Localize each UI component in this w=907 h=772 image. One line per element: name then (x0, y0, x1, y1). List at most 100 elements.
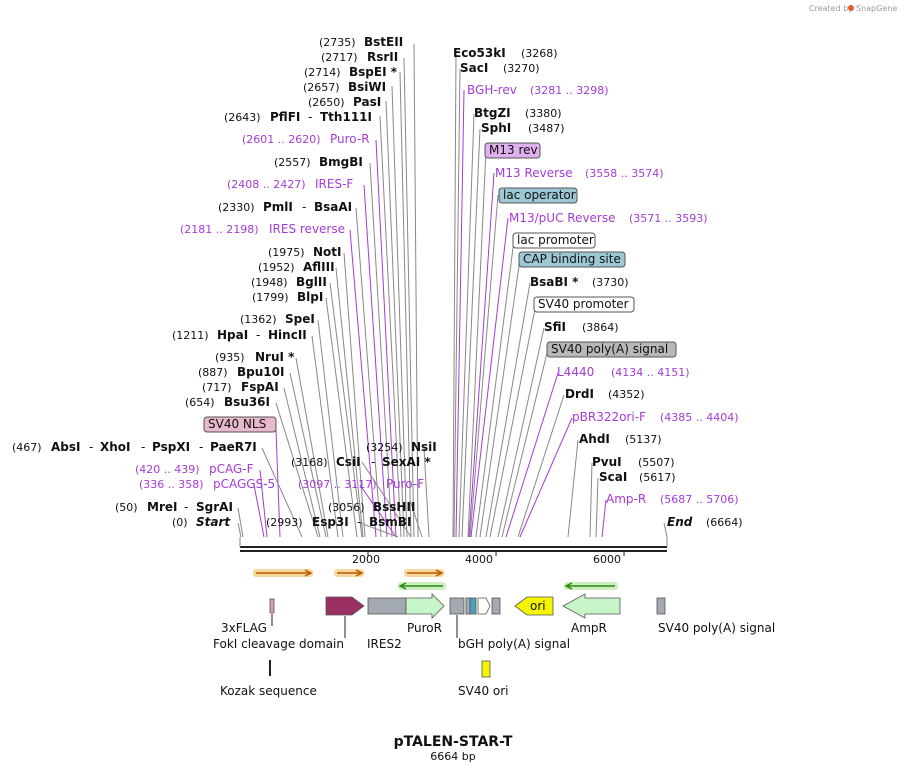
svg-text:PasI: PasI (353, 95, 381, 109)
site-bssHII: (3056) BssHII (328, 500, 415, 514)
site-blpI: (1799) BlpI (252, 290, 323, 304)
svg-text:Tth111I: Tth111I (320, 110, 372, 124)
feature-box-sv40-nls: SV40 NLS (203, 416, 277, 433)
leader-line (470, 217, 509, 538)
site-btgZI: BtgZI (3380) (474, 106, 562, 120)
feature-sv40-polya-small (491, 597, 501, 615)
svg-text:AbsI: AbsI (51, 440, 80, 454)
svg-text:(336 .. 358): (336 .. 358) (139, 478, 204, 491)
svg-text:MreI: MreI (147, 500, 177, 514)
site-pvuI: PvuI (5507) (592, 455, 675, 469)
svg-text:M13/pUC Reverse: M13/pUC Reverse (509, 211, 616, 225)
leader-line (461, 128, 481, 538)
site-rsrII: (2717) RsrII (321, 50, 398, 64)
leader-line (589, 462, 593, 538)
svg-text:(2557): (2557) (274, 156, 311, 169)
primer-arrow-right (334, 569, 364, 577)
site-end: End (6664) (667, 515, 743, 529)
svg-text:-: - (357, 515, 361, 529)
svg-text:-: - (308, 110, 312, 124)
site-hpaI: (1211) HpaI - HincII (172, 328, 307, 342)
svg-text:(3056): (3056) (328, 501, 365, 514)
leader-line (335, 267, 364, 538)
svg-text:SgrAI: SgrAI (196, 500, 233, 514)
svg-text:DrdI: DrdI (565, 387, 594, 401)
svg-text:pBR322ori-F: pBR322ori-F (572, 410, 646, 424)
site-drdI: DrdI (4352) (565, 387, 645, 401)
svg-text:-: - (199, 440, 203, 454)
leader-line (363, 184, 388, 538)
svg-text:NotI: NotI (313, 245, 342, 259)
svg-text:(2993): (2993) (266, 516, 303, 529)
site-sfiI: SfiI (3864) (544, 320, 619, 334)
svg-text:(2717): (2717) (321, 51, 358, 64)
leader-line (458, 113, 475, 538)
leader-line (519, 417, 573, 538)
leader-line (485, 282, 531, 538)
leader-line (505, 372, 559, 538)
svg-text:(3380): (3380) (525, 107, 562, 120)
leader-line (261, 447, 303, 538)
leader-lines (237, 43, 668, 538)
svg-text:(2601 .. 2620): (2601 .. 2620) (242, 133, 321, 146)
leader-line (329, 282, 363, 538)
svg-text:-: - (184, 500, 188, 514)
site-bglII: (1948) BglII (251, 275, 327, 289)
site-bpu10I: (887) Bpu10I (198, 365, 284, 379)
leader-line (237, 507, 244, 538)
feature-3xflag (269, 598, 275, 614)
leader-line (253, 484, 265, 538)
leader-line (359, 484, 397, 538)
svg-text:lac promoter: lac promoter (517, 233, 594, 247)
site-nruI: (935) NruI * (215, 350, 295, 364)
site-csiI: (3168) CsiI - SexAI * (291, 455, 431, 469)
feature-box-lac-operator: lac operator (498, 187, 578, 204)
leader-line (325, 297, 358, 538)
feature-leaders (269, 614, 458, 676)
site-notI: (1975) NotI (268, 245, 342, 259)
label-foki-cleavage-domain: FokI cleavage domain (213, 637, 344, 651)
backbone (239, 537, 668, 552)
svg-text:RsrII: RsrII (367, 50, 398, 64)
primer-arrow-left (398, 582, 446, 590)
svg-text:M13 Reverse: M13 Reverse (495, 166, 573, 180)
leader-line (475, 239, 515, 538)
site-bsiWI: (2657) BsiWI (303, 80, 386, 94)
tick-label: 6000 (593, 553, 621, 566)
credit-brand: SnapGene (856, 4, 897, 13)
svg-text:IRES reverse: IRES reverse (269, 222, 345, 236)
svg-text:(2643): (2643) (224, 111, 261, 124)
svg-text:(4134 .. 4151): (4134 .. 4151) (611, 366, 690, 379)
svg-text:XhoI: XhoI (100, 440, 131, 454)
label-kozak-sequence: Kozak sequence (220, 684, 317, 698)
svg-text:(654): (654) (185, 396, 215, 409)
svg-text:SfiI: SfiI (544, 320, 566, 334)
svg-text:SphI: SphI (481, 121, 511, 135)
svg-text:HincII: HincII (268, 328, 307, 342)
primer-ires-f: (2408 .. 2427) IRES-F (227, 177, 353, 191)
svg-text:BmgBI: BmgBI (319, 155, 363, 169)
site-pflFI: (2643) PflFI - Tth111I (224, 110, 372, 124)
svg-text:BsaAI: BsaAI (314, 200, 352, 214)
svg-text:(50): (50) (115, 501, 138, 514)
primer-arrow-left (564, 582, 618, 590)
svg-text:(2735): (2735) (319, 36, 356, 49)
svg-text:Bpu10I: Bpu10I (237, 365, 284, 379)
svg-text:BsaBI *: BsaBI * (530, 275, 579, 289)
primer-arrows (253, 569, 618, 590)
leader-line (409, 499, 423, 538)
site-nsiI: (3254) NsiI (366, 440, 437, 454)
label-bgh-polya: bGH poly(A) signal (458, 637, 570, 651)
svg-text:(2330): (2330) (218, 201, 255, 214)
svg-text:lac operator: lac operator (503, 188, 576, 202)
svg-text:(420 .. 439): (420 .. 439) (135, 463, 200, 476)
leader-line (391, 85, 408, 538)
site-bspEI: (2714) BspEI * (304, 65, 398, 79)
svg-text:BsiWI: BsiWI (348, 80, 386, 94)
svg-text:(2181 .. 2198): (2181 .. 2198) (180, 223, 259, 236)
leader-line (497, 327, 545, 538)
svg-text:(0): (0) (172, 516, 188, 529)
svg-text:Amp-R: Amp-R (606, 492, 646, 506)
svg-text:CsiI: CsiI (336, 455, 361, 469)
svg-text:IRES-F: IRES-F (315, 177, 353, 191)
